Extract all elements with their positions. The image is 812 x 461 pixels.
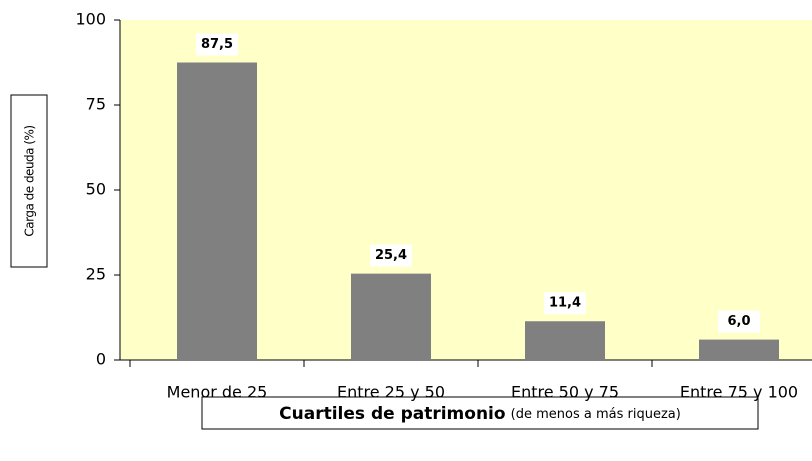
value-label: 25,4: [375, 248, 407, 263]
value-label: 6,0: [727, 314, 750, 329]
bar: [177, 62, 257, 360]
y-tick-label: 0: [96, 350, 106, 369]
y-tick-label: 50: [86, 180, 106, 199]
x-label-box: [201, 396, 759, 430]
x-axis-label: Cuartiles de patrimonio (de menos a más …: [279, 404, 681, 425]
value-label-box: [544, 292, 586, 315]
bar: [525, 321, 605, 360]
value-label-box: [718, 310, 760, 333]
bar: [351, 273, 431, 360]
x-tick-label: Menor de 25: [167, 383, 268, 402]
x-label-main: Cuartiles de patrimonio: [279, 404, 505, 424]
value-label-box: [370, 244, 412, 267]
x-tick-label: Entre 25 y 50: [337, 383, 445, 402]
y-tick-label: 25: [86, 265, 106, 284]
y-label-box: [10, 94, 48, 268]
value-label-box: [196, 33, 238, 56]
value-label: 87,5: [201, 37, 233, 52]
bar: [699, 339, 779, 360]
x-label-note: (de menos a más riqueza): [511, 407, 681, 422]
y-tick-label: 100: [75, 10, 106, 29]
y-axis-label: Carga de deuda (%): [23, 125, 37, 236]
x-tick-label: Entre 50 y 75: [511, 383, 619, 402]
x-tick-label: Entre 75 y 100: [680, 383, 798, 402]
y-tick-label: 75: [86, 95, 106, 114]
value-label: 11,4: [549, 296, 581, 311]
